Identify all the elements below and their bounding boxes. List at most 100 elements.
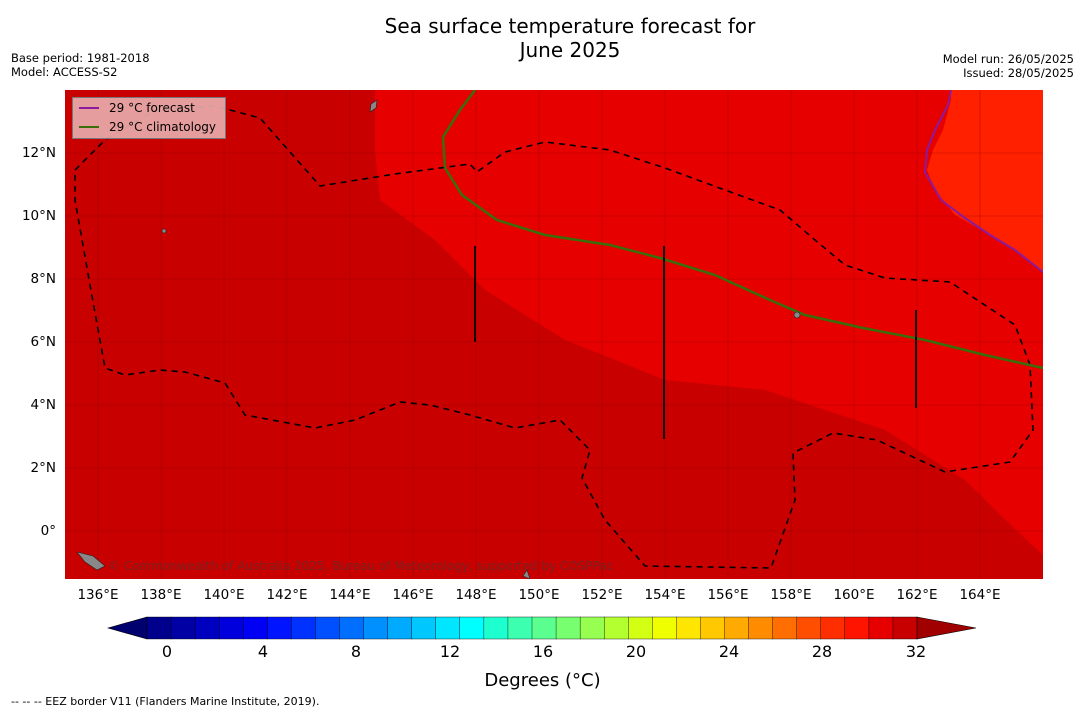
colorbar-bin xyxy=(194,616,220,640)
model-name: Model: ACCESS-S2 xyxy=(11,65,118,79)
sst-band-above xyxy=(927,90,1043,272)
colorbar-bin xyxy=(411,616,437,640)
forecast-29c-contour xyxy=(923,90,1043,273)
lon-label-154e: 154°E xyxy=(644,587,686,603)
lon-label-142e: 142°E xyxy=(266,587,308,603)
colorbar-bin xyxy=(531,616,557,640)
lon-label-164e: 164°E xyxy=(959,587,1001,603)
colorbar-bin xyxy=(555,616,581,640)
lon-label-136e: 136°E xyxy=(77,587,119,603)
colorbar-tick-12: 12 xyxy=(439,642,461,661)
lon-label-160e: 160°E xyxy=(833,587,875,603)
lon-label-162e: 162°E xyxy=(896,587,938,603)
lat-label-0: 0° xyxy=(40,523,56,539)
lat-label-8n: 8°N xyxy=(30,271,56,287)
title-line-1: Sea surface temperature forecast for xyxy=(384,14,756,38)
colorbar-bin xyxy=(579,616,605,640)
sst-band-28-30 xyxy=(375,90,1043,555)
legend-item-climatology: 29 °C climatology xyxy=(79,119,216,135)
colorbar-title: Degrees (°C) xyxy=(484,670,601,691)
map-title: Sea surface temperature forecast for Jun… xyxy=(0,14,1085,62)
island-manus xyxy=(522,569,531,579)
lon-label-152e: 152°E xyxy=(581,587,623,603)
colorbar-bin xyxy=(628,616,653,640)
colorbar-tick-28: 28 xyxy=(811,642,833,661)
lat-label-6n: 6°N xyxy=(30,334,56,350)
legend-label-forecast: 29 °C forecast xyxy=(109,101,195,115)
lon-label-156e: 156°E xyxy=(707,587,749,603)
lat-label-10n: 10°N xyxy=(21,208,56,224)
island-guam xyxy=(369,99,378,113)
legend-label-climatology: 29 °C climatology xyxy=(109,120,217,134)
colorbar-bin xyxy=(892,616,918,640)
island-pohnpei xyxy=(793,311,801,319)
colorbar-tick-20: 20 xyxy=(625,642,647,661)
colorbar-bin xyxy=(459,616,485,640)
metadata-left: Base period: 1981-2018 Model: ACCESS-S2 xyxy=(11,51,150,79)
climatology-29c-contour xyxy=(441,90,1043,370)
colorbar-tick-8: 8 xyxy=(350,642,362,661)
colorbar-bin xyxy=(387,616,413,640)
lat-label-12n: 12°N xyxy=(21,145,56,161)
colorbar-bin xyxy=(435,616,461,640)
colorbar-tick-0: 0 xyxy=(161,642,173,661)
islands xyxy=(76,99,801,579)
colorbar-bin xyxy=(363,616,389,640)
colorbar-bin xyxy=(796,616,822,640)
colorbar-bin xyxy=(243,616,268,640)
colorbar xyxy=(106,616,977,640)
colorbar-tick-16: 16 xyxy=(532,642,554,661)
colorbar-bin xyxy=(844,616,870,640)
colorbar-bin xyxy=(724,616,750,640)
colorbar-bin xyxy=(868,616,894,640)
colorbar-bin xyxy=(315,616,341,640)
model-run: Model run: 26/05/2025 xyxy=(942,52,1074,66)
eez-border xyxy=(74,105,1034,569)
colorbar-low-extend xyxy=(106,616,148,640)
lon-label-158e: 158°E xyxy=(770,587,812,603)
sst-map[interactable] xyxy=(65,90,1043,579)
lon-label-144e: 144°E xyxy=(329,587,371,603)
contour-legend: 29 °C forecast 29 °C climatology xyxy=(72,97,226,139)
legend-swatch-climatology xyxy=(79,126,99,128)
legend-swatch-forecast xyxy=(79,107,99,109)
metadata-right: Model run: 26/05/2025 Issued: 28/05/2025 xyxy=(943,52,1074,80)
colorbar-high-extend xyxy=(916,616,977,640)
colorbar-bin xyxy=(483,616,509,640)
tao-array-lines xyxy=(474,246,917,439)
lon-label-148e: 148°E xyxy=(455,587,497,603)
colorbar-bin xyxy=(820,616,846,640)
colorbar-bin xyxy=(676,616,701,640)
lon-label-150e: 150°E xyxy=(518,587,560,603)
graticule xyxy=(65,90,1043,579)
colorbar-bin xyxy=(772,616,798,640)
colorbar-bin xyxy=(507,616,533,640)
eez-footnote: -- -- -- EEZ border V11 (Flanders Marine… xyxy=(11,695,320,708)
colorbar-bin xyxy=(339,616,365,640)
lon-label-140e: 140°E xyxy=(203,587,245,603)
lon-label-146e: 146°E xyxy=(392,587,434,603)
colorbar-bin xyxy=(267,616,292,640)
lon-label-138e: 138°E xyxy=(140,587,182,603)
colorbar-bin xyxy=(170,616,196,640)
colorbar-bin xyxy=(603,616,629,640)
colorbar-bin xyxy=(700,616,726,640)
base-period: Base period: 1981-2018 xyxy=(11,51,150,65)
issued-date: Issued: 28/05/2025 xyxy=(963,66,1074,80)
lat-label-2n: 2°N xyxy=(30,460,56,476)
colorbar-tick-32: 32 xyxy=(905,642,927,661)
colorbar-bin xyxy=(146,616,172,640)
lat-label-4n: 4°N xyxy=(30,397,56,413)
colorbar-bin xyxy=(652,616,677,640)
colorbar-bin xyxy=(291,616,316,640)
title-line-2: June 2025 xyxy=(519,38,621,62)
colorbar-tick-4: 4 xyxy=(257,642,269,661)
colorbar-bins xyxy=(146,616,918,640)
colorbar-tick-24: 24 xyxy=(718,642,740,661)
sst-map-svg xyxy=(65,90,1043,579)
island-new-guinea-tip xyxy=(76,551,106,571)
legend-item-forecast: 29 °C forecast xyxy=(79,100,195,116)
colorbar-bin xyxy=(218,616,244,640)
island-palau xyxy=(161,228,167,234)
colorbar-bin xyxy=(748,616,774,640)
